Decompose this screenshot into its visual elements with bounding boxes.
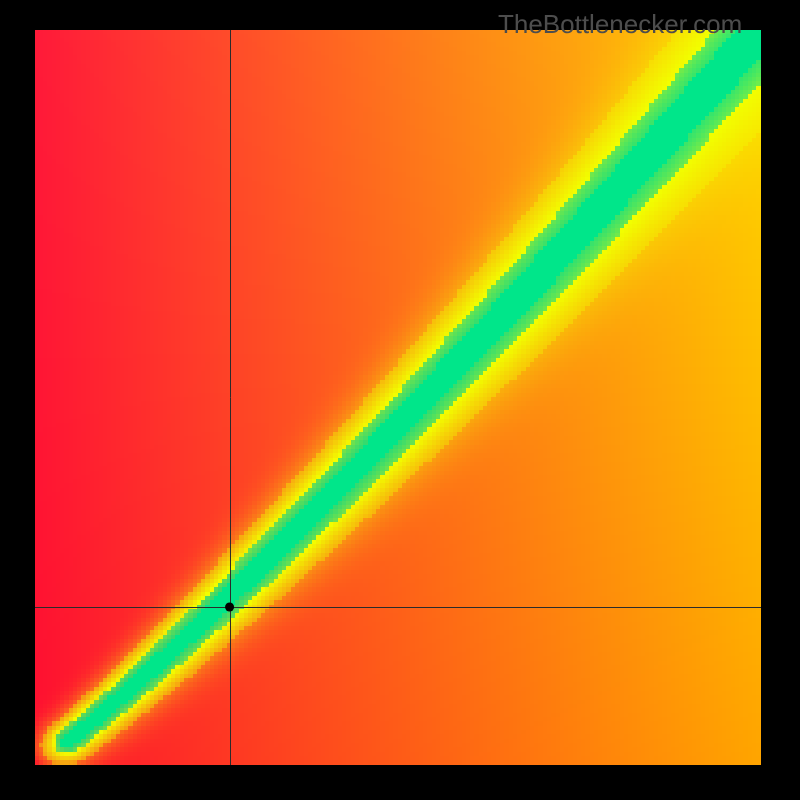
bottleneck-heatmap bbox=[35, 30, 761, 765]
watermark-text: TheBottlenecker.com bbox=[498, 9, 742, 40]
stage: TheBottlenecker.com bbox=[0, 0, 800, 800]
